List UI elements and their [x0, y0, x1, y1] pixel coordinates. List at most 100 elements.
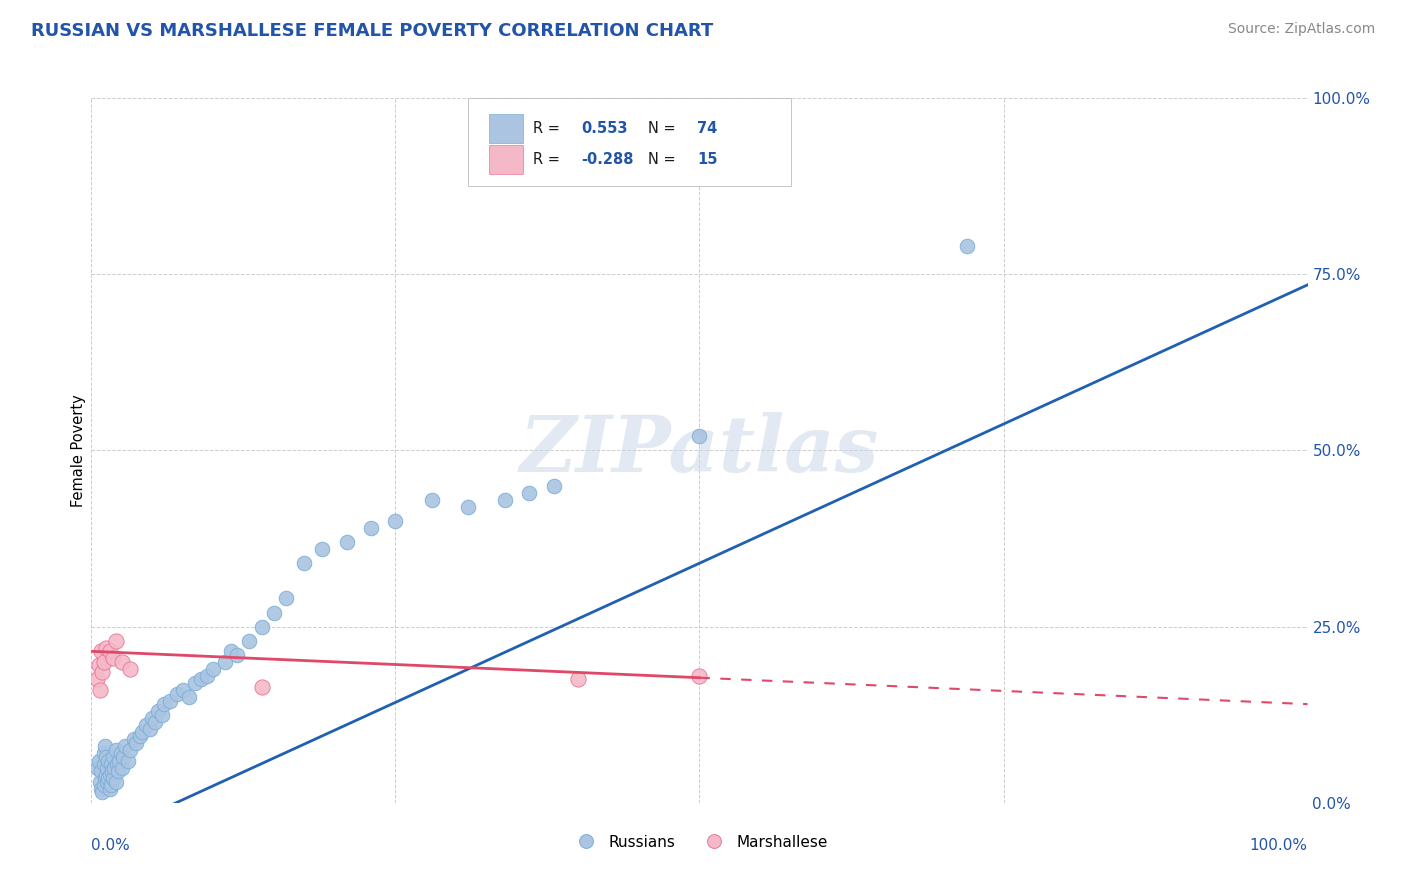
Point — [219, 644, 242, 658]
Text: Source: ZipAtlas.com: Source: ZipAtlas.com — [1227, 22, 1375, 37]
Point — [114, 739, 136, 754]
Text: ZIPatlas: ZIPatlas — [520, 412, 879, 489]
Point — [100, 778, 122, 792]
Point — [263, 606, 285, 620]
FancyBboxPatch shape — [468, 98, 790, 186]
Point — [250, 619, 273, 633]
Point — [97, 771, 120, 785]
Point — [153, 697, 176, 711]
Point — [274, 591, 297, 606]
Point — [91, 785, 114, 799]
Point — [135, 718, 157, 732]
Point — [111, 750, 134, 764]
Point — [86, 673, 108, 687]
Text: 100.0%: 100.0% — [1250, 838, 1308, 853]
Bar — [489, 114, 523, 143]
Text: 0.553: 0.553 — [582, 121, 628, 136]
Point — [141, 711, 163, 725]
Point — [103, 771, 125, 785]
Y-axis label: Female Poverty: Female Poverty — [70, 394, 86, 507]
Point — [143, 714, 166, 729]
Point — [311, 542, 333, 557]
Point — [238, 633, 260, 648]
Point — [94, 771, 117, 785]
Point — [457, 500, 479, 514]
Point — [96, 760, 118, 774]
Point — [110, 747, 132, 761]
Point — [93, 655, 115, 669]
Point — [190, 673, 212, 687]
Point — [90, 644, 112, 658]
Point — [89, 683, 111, 698]
Legend: Russians, Marshallese: Russians, Marshallese — [565, 829, 834, 855]
Point — [384, 514, 406, 528]
Point — [292, 556, 315, 570]
Point — [98, 644, 121, 658]
Point — [543, 478, 565, 492]
Point — [120, 662, 142, 676]
Text: 15: 15 — [697, 152, 717, 167]
Point — [129, 729, 152, 743]
Point — [90, 764, 112, 778]
Point — [93, 757, 115, 772]
Point — [101, 764, 124, 778]
Point — [226, 648, 249, 662]
Point — [104, 743, 127, 757]
Point — [184, 676, 207, 690]
Point — [177, 690, 200, 705]
Text: R =: R = — [533, 152, 564, 167]
Text: 74: 74 — [697, 121, 717, 136]
Point — [688, 669, 710, 683]
Point — [360, 521, 382, 535]
Point — [202, 662, 225, 676]
Point — [87, 754, 110, 768]
Point — [166, 687, 188, 701]
Point — [103, 750, 125, 764]
Text: 0.0%: 0.0% — [91, 838, 131, 853]
Point — [90, 781, 112, 796]
Point — [159, 693, 181, 707]
Point — [117, 754, 139, 768]
Point — [98, 767, 121, 781]
Bar — [489, 145, 523, 174]
Point — [96, 774, 118, 789]
Point — [420, 492, 443, 507]
Point — [89, 774, 111, 789]
Point — [108, 754, 131, 768]
Point — [139, 722, 162, 736]
Point — [97, 754, 120, 768]
Point — [86, 760, 108, 774]
Point — [125, 736, 148, 750]
Point — [100, 757, 122, 772]
Point — [148, 704, 170, 718]
Point — [104, 633, 127, 648]
Point — [93, 747, 115, 761]
Point — [93, 778, 115, 792]
Point — [494, 492, 516, 507]
Point — [131, 725, 153, 739]
Point — [111, 655, 134, 669]
Point — [567, 673, 589, 687]
Point — [94, 739, 117, 754]
Point — [104, 774, 127, 789]
Point — [111, 760, 134, 774]
Point — [105, 757, 128, 772]
Point — [94, 640, 117, 655]
Point — [107, 764, 129, 778]
Point — [195, 669, 218, 683]
Text: N =: N = — [648, 152, 681, 167]
Text: R =: R = — [533, 121, 564, 136]
Text: N =: N = — [648, 121, 681, 136]
Point — [250, 680, 273, 694]
Point — [103, 760, 125, 774]
Point — [688, 429, 710, 443]
Point — [120, 743, 142, 757]
Text: -0.288: -0.288 — [582, 152, 634, 167]
Point — [94, 767, 117, 781]
Point — [94, 750, 117, 764]
Point — [336, 535, 359, 549]
Point — [150, 707, 173, 722]
Point — [956, 239, 979, 253]
Point — [87, 658, 110, 673]
Text: RUSSIAN VS MARSHALLESE FEMALE POVERTY CORRELATION CHART: RUSSIAN VS MARSHALLESE FEMALE POVERTY CO… — [31, 22, 713, 40]
